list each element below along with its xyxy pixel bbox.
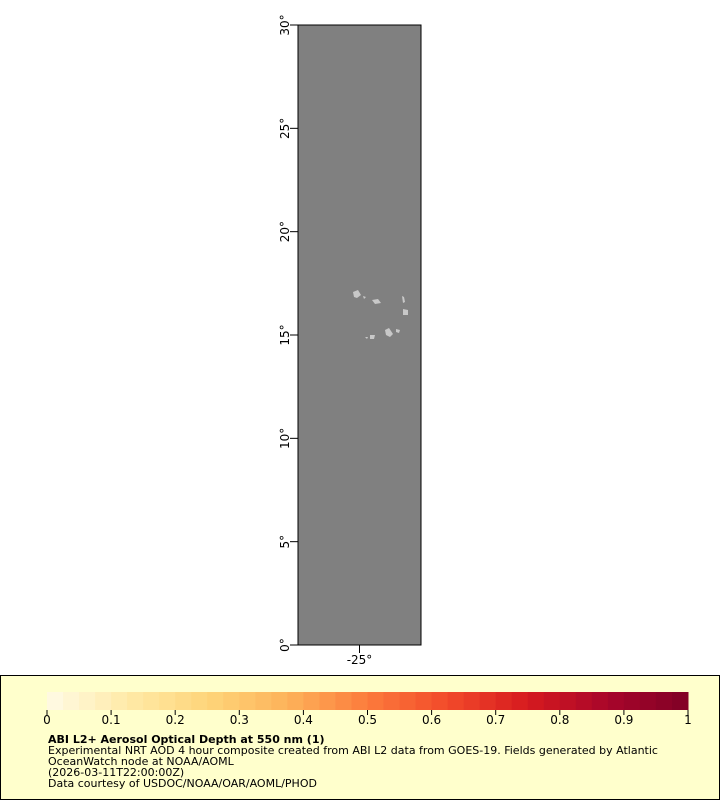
colorbar-step bbox=[399, 692, 417, 710]
colorbar-tick-label: 0.4 bbox=[294, 713, 313, 727]
colorbar-tick-label: 0.6 bbox=[422, 713, 441, 727]
map-area bbox=[297, 24, 422, 646]
island bbox=[372, 299, 381, 304]
colorbar-step bbox=[383, 692, 401, 710]
colorbar-step bbox=[239, 692, 256, 710]
legend-line: OceanWatch node at NOAA/AOML bbox=[48, 755, 235, 768]
colorbar-step bbox=[111, 692, 128, 710]
colorbar-step bbox=[367, 692, 385, 710]
colorbar-step bbox=[495, 692, 513, 710]
y-tick-label: 15° bbox=[278, 324, 292, 345]
colorbar-step bbox=[623, 692, 641, 710]
y-tick-label: 10° bbox=[278, 428, 292, 449]
island bbox=[402, 296, 405, 303]
colorbar-tick-label: 0.8 bbox=[550, 713, 569, 727]
colorbar-step bbox=[463, 692, 481, 710]
colorbar-step bbox=[271, 692, 288, 710]
islands bbox=[353, 290, 408, 339]
y-tick-label: 0° bbox=[278, 638, 292, 652]
x-tick-label: -25° bbox=[347, 653, 373, 667]
colorbar-step bbox=[63, 692, 80, 710]
island bbox=[370, 335, 375, 339]
colorbar-step bbox=[159, 692, 176, 710]
colorbar-step bbox=[607, 692, 625, 710]
island bbox=[396, 329, 400, 333]
colorbar-step bbox=[79, 692, 96, 710]
colorbar-step bbox=[255, 692, 272, 710]
colorbar-step bbox=[47, 692, 64, 710]
colorbar-tick-label: 0.7 bbox=[486, 713, 505, 727]
colorbar-tick-label: 0.1 bbox=[102, 713, 121, 727]
colorbar-tick-label: 0.5 bbox=[358, 713, 377, 727]
legend-title: ABI L2+ Aerosol Optical Depth at 550 nm … bbox=[48, 733, 325, 746]
colorbar-step bbox=[671, 692, 689, 710]
colorbar-step bbox=[351, 692, 368, 710]
island bbox=[385, 328, 393, 337]
colorbar-step bbox=[511, 692, 529, 710]
colorbar-step bbox=[223, 692, 240, 710]
colorbar-tick-label: 1 bbox=[684, 713, 692, 727]
island bbox=[353, 290, 361, 298]
island bbox=[365, 337, 368, 339]
colorbar-step bbox=[639, 692, 657, 710]
colorbar-step bbox=[431, 692, 449, 710]
y-tick-label: 20° bbox=[278, 221, 292, 242]
colorbar-tick-label: 0 bbox=[43, 713, 51, 727]
colorbar-step bbox=[335, 692, 352, 710]
y-tick-label: 30° bbox=[278, 14, 292, 35]
colorbar-step bbox=[543, 692, 561, 710]
colorbar-step bbox=[127, 692, 144, 710]
island bbox=[403, 309, 408, 315]
legend-line: Data courtesy of USDOC/NOAA/OAR/AOML/PHO… bbox=[48, 777, 317, 790]
colorbar-step bbox=[447, 692, 465, 710]
colorbar-step bbox=[287, 692, 304, 710]
y-tick-label: 25° bbox=[278, 118, 292, 139]
y-tick-label: 5° bbox=[278, 535, 292, 549]
legend-line: Experimental NRT AOD 4 hour composite cr… bbox=[48, 744, 658, 757]
colorbar-tick-label: 0.2 bbox=[166, 713, 185, 727]
colorbar-step bbox=[143, 692, 160, 710]
colorbar-step bbox=[95, 692, 112, 710]
colorbar-step bbox=[559, 692, 577, 710]
legend-line: (2026-03-11T22:00:00Z) bbox=[48, 766, 184, 779]
colorbar-tick-label: 0.9 bbox=[614, 713, 633, 727]
colorbar-step bbox=[319, 692, 336, 710]
colorbar-step bbox=[655, 692, 673, 710]
colorbar-step bbox=[175, 692, 192, 710]
colorbar-step bbox=[303, 692, 320, 710]
island bbox=[363, 296, 366, 299]
colorbar-step bbox=[591, 692, 609, 710]
colorbar-step bbox=[479, 692, 497, 710]
colorbar-tick-label: 0.3 bbox=[230, 713, 249, 727]
colorbar-step bbox=[191, 692, 208, 710]
colorbar-step bbox=[415, 692, 433, 710]
colorbar-step bbox=[207, 692, 224, 710]
colorbar-step bbox=[527, 692, 545, 710]
colorbar-step bbox=[575, 692, 593, 710]
